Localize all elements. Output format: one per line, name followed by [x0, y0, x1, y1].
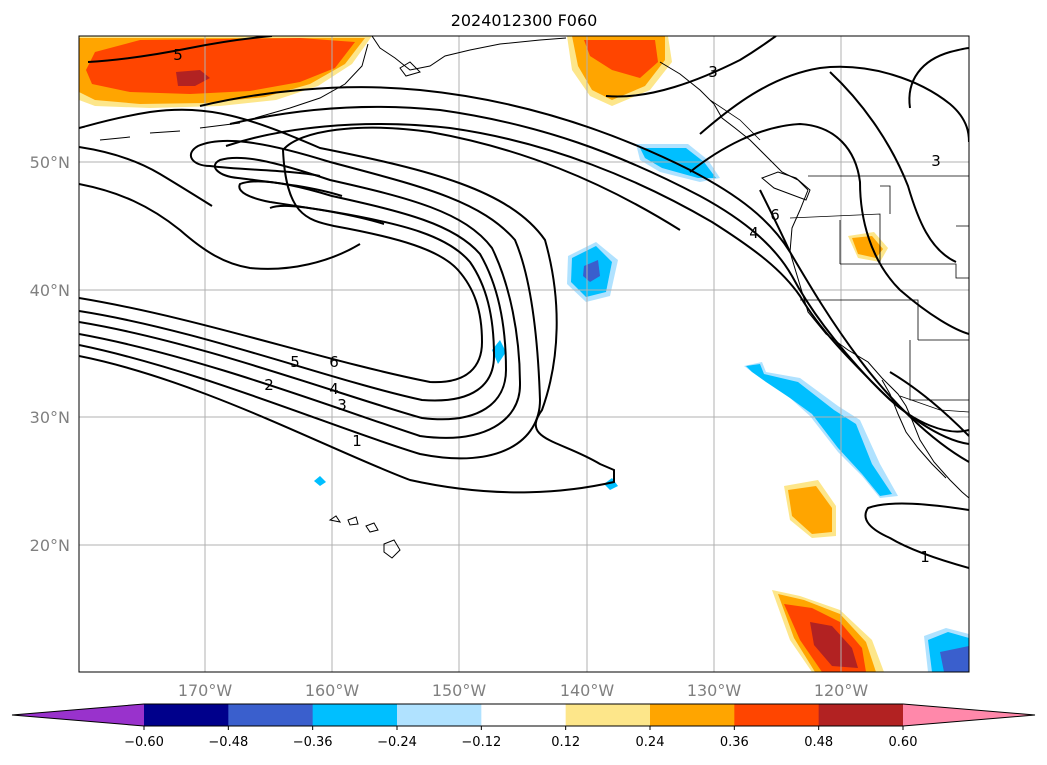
colorbar-outline: [11, 703, 1036, 727]
positive-anomaly-alaska-core: [584, 40, 658, 78]
contour-label: 5: [173, 46, 183, 64]
border-states-3: [800, 299, 919, 340]
contour-line-9: [199, 86, 969, 463]
border-states-5: [909, 339, 969, 401]
borders: [709, 99, 969, 413]
contour-line-14: [605, 36, 777, 98]
coastline-kodiak: [399, 61, 421, 77]
colorbar-tick-label: −0.24: [377, 735, 417, 750]
colorbar-segments: [12, 704, 1035, 726]
colorbar-tick-label: 0.48: [804, 735, 833, 750]
lon-label-120w: 120°W: [814, 681, 869, 700]
colorbar-segment: [818, 704, 904, 726]
contour-label: 5: [290, 353, 300, 371]
negative-anomaly-spot-3: [604, 478, 618, 490]
contour-line-20: [759, 189, 791, 253]
contour-line-17: [864, 502, 969, 569]
coastline-hawaii-4: [383, 539, 401, 559]
coastline-vancouver-island: [761, 171, 811, 201]
lon-label-170w: 170°W: [178, 681, 233, 700]
colorbar-tick-label: −0.36: [293, 735, 333, 750]
border-states-1: [789, 213, 881, 265]
colorbar-ticks: −0.60 −0.48 −0.36 −0.24 −0.12 0.12 0.24 0.36 0.4…: [124, 726, 917, 750]
colorbar-extension-low: [12, 704, 144, 726]
contours: [79, 36, 969, 569]
graticule: [79, 36, 969, 672]
colorbar-segment: [481, 704, 567, 726]
lat-label-50n: 50°N: [30, 153, 70, 172]
colorbar-tick-label: 0.36: [720, 735, 749, 750]
negative-anomaly-se-core: [940, 646, 969, 672]
lat-label-20n: 20°N: [30, 536, 70, 555]
contour-line-11: [225, 123, 969, 433]
negative-anomaly-spot-1: [492, 340, 506, 364]
coastline-hawaii-2: [347, 516, 359, 526]
contour-label: 3: [337, 396, 347, 414]
contour-label: 1: [920, 548, 930, 566]
contour-line-15: [908, 47, 969, 109]
map-panel: 1 2 3 4 5 6 3 3 4 6 5 1 50°N 40°N 30°N 2…: [30, 35, 970, 700]
contour-label: 4: [329, 380, 339, 398]
contour-line-13: [699, 65, 969, 143]
lon-label-130w: 130°W: [687, 681, 742, 700]
colorbar-segment: [565, 704, 651, 726]
map-title: 2024012300 F060: [451, 11, 598, 30]
colorbar-segment: [397, 704, 482, 726]
colorbar-segment: [312, 704, 398, 726]
colorbar: −0.60 −0.48 −0.36 −0.24 −0.12 0.12 0.24 0.36 0.4…: [11, 703, 1036, 750]
contour-line-6: [79, 126, 681, 384]
colorbar-segment: [228, 704, 314, 726]
colorbar-tick-label: −0.60: [124, 735, 164, 750]
lon-label-150w: 150°W: [432, 681, 487, 700]
contour-line-1: [79, 108, 615, 494]
colorbar-tick-label: 0.12: [551, 735, 580, 750]
colorbar-extension-high: [903, 704, 1035, 726]
contour-line-19: [889, 371, 969, 437]
contour-line-3: [79, 156, 522, 439]
contour-label: 6: [329, 353, 339, 371]
colorbar-tick-label: −0.12: [461, 735, 501, 750]
map-frame: [78, 35, 970, 673]
contour-label: 3: [931, 152, 941, 170]
colorbar-tick-label: 0.60: [889, 735, 918, 750]
contour-line-18: [87, 36, 273, 63]
positive-anomaly-bering-core: [176, 70, 210, 86]
lon-label-160w: 160°W: [305, 681, 360, 700]
contour-line-16: [829, 71, 957, 263]
positive-anomaly-bering: [86, 38, 355, 94]
coastline-hawaii-1: [328, 515, 342, 523]
positive-anomaly-baja: [788, 486, 832, 534]
contour-label: 4: [749, 224, 759, 242]
border-states-2: [839, 185, 891, 264]
coastline-aleutians: [99, 43, 369, 141]
negative-anomaly-spot-2: [314, 476, 326, 486]
colorbar-tick-label: 0.24: [636, 735, 665, 750]
lat-label-40n: 40°N: [30, 281, 70, 300]
colorbar-tick-label: −0.48: [208, 735, 248, 750]
colorbar-segment: [734, 704, 820, 726]
positive-anomaly-south-core: [810, 622, 858, 668]
lat-label-30n: 30°N: [30, 408, 70, 427]
negative-anomaly-baja: [746, 364, 892, 496]
contour-label-group: 1 2 3 4 5 6 3 3 4 6 5 1: [173, 46, 941, 566]
lon-label-140w: 140°W: [560, 681, 615, 700]
contour-line-2: [79, 139, 542, 460]
contour-label: 2: [264, 376, 274, 394]
contour-line-7: [79, 183, 361, 270]
contour-label: 3: [708, 63, 718, 81]
border-alaska: [709, 99, 761, 141]
contour-line-5: [79, 204, 496, 402]
contour-line-12: [689, 122, 969, 335]
contour-line-8: [79, 146, 213, 207]
contour-label: 1: [352, 432, 362, 450]
colorbar-segment: [650, 704, 735, 726]
colorbar-segment: [144, 704, 229, 726]
coastline-hawaii-3: [365, 522, 379, 533]
coastline-alaska-mainland: [371, 36, 567, 71]
coastline-baja: [881, 379, 947, 479]
border-states-4: [880, 225, 969, 279]
contour-label: 6: [770, 206, 780, 224]
contour-line-4: [79, 180, 508, 421]
